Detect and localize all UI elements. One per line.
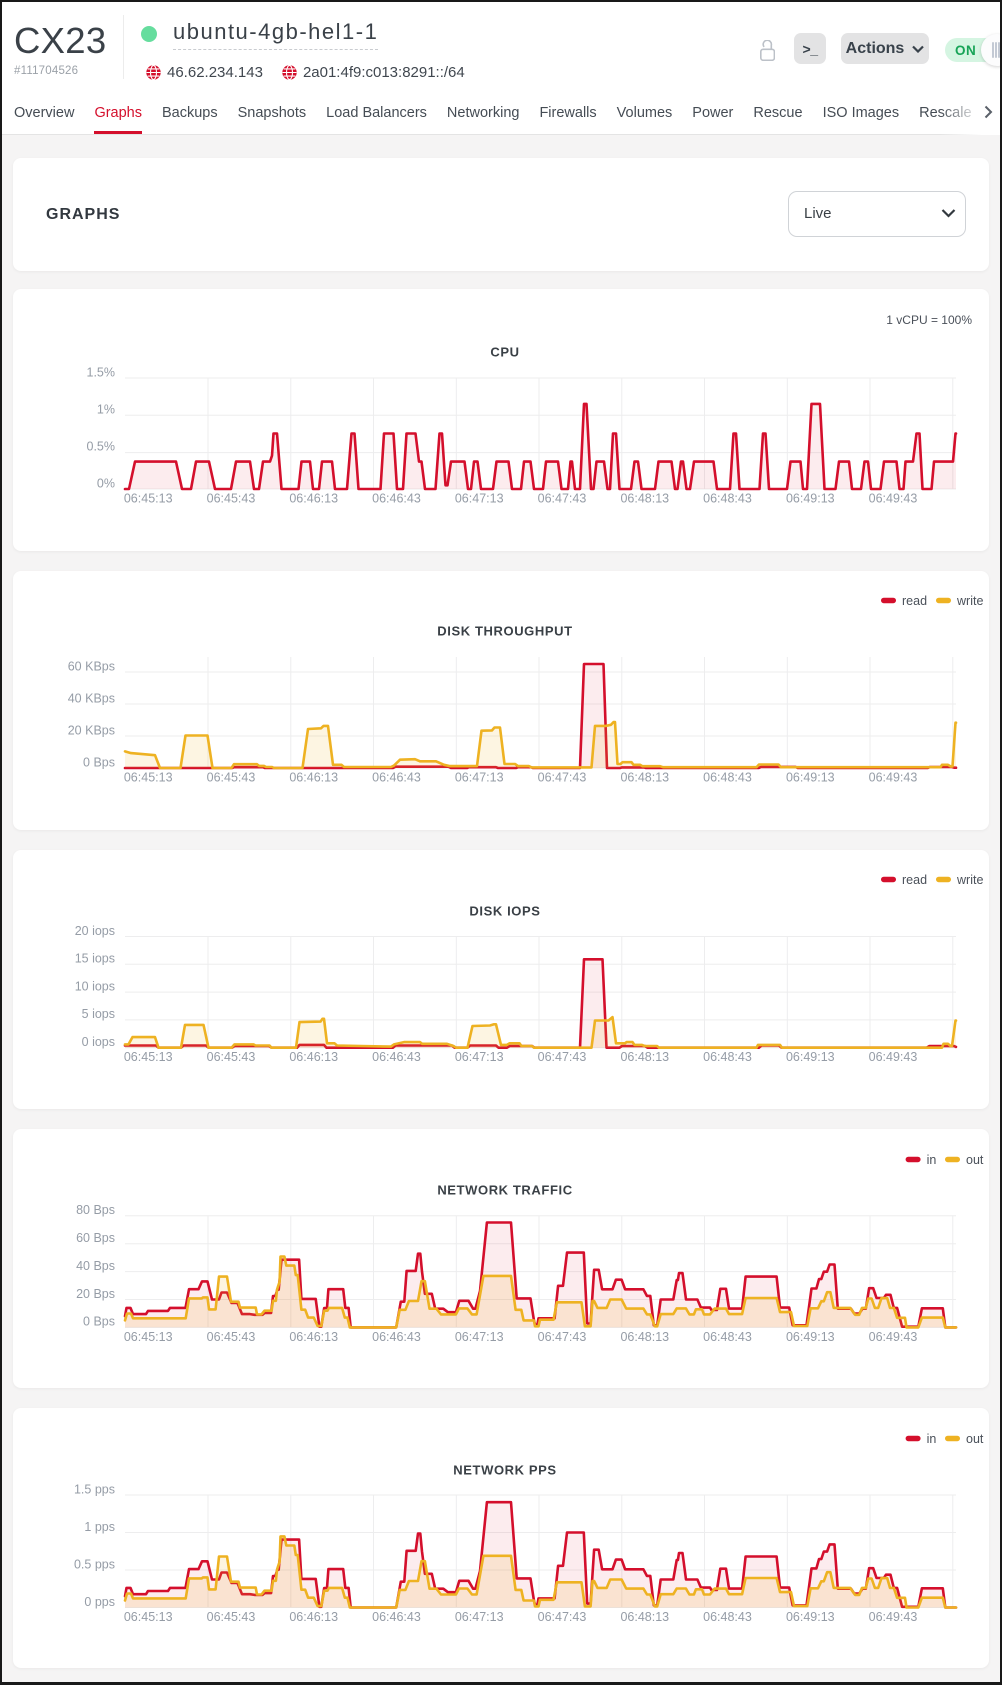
svg-text:06:49:13: 06:49:13 xyxy=(786,492,835,506)
svg-text:in: in xyxy=(927,1432,937,1446)
svg-text:06:48:13: 06:48:13 xyxy=(620,1610,669,1624)
svg-text:1 pps: 1 pps xyxy=(84,1520,115,1534)
svg-text:out: out xyxy=(966,1432,984,1446)
svg-text:1%: 1% xyxy=(97,402,115,416)
svg-text:0.5 pps: 0.5 pps xyxy=(74,1557,115,1571)
svg-text:06:49:13: 06:49:13 xyxy=(786,1610,835,1624)
svg-text:write: write xyxy=(956,594,983,608)
svg-text:06:45:13: 06:45:13 xyxy=(124,771,173,785)
svg-text:06:46:13: 06:46:13 xyxy=(289,1330,338,1344)
svg-text:06:45:43: 06:45:43 xyxy=(207,771,256,785)
svg-text:06:46:13: 06:46:13 xyxy=(289,1050,338,1064)
svg-text:0%: 0% xyxy=(97,477,115,491)
svg-text:06:48:43: 06:48:43 xyxy=(703,1610,752,1624)
svg-text:40 Bps: 40 Bps xyxy=(76,1259,115,1273)
svg-text:06:48:43: 06:48:43 xyxy=(703,492,752,506)
svg-text:20 Bps: 20 Bps xyxy=(76,1287,115,1301)
svg-text:0 iops: 0 iops xyxy=(82,1035,115,1049)
svg-text:06:47:13: 06:47:13 xyxy=(455,492,504,506)
svg-text:1 vCPU = 100%: 1 vCPU = 100% xyxy=(886,313,972,327)
svg-text:06:47:43: 06:47:43 xyxy=(538,1610,587,1624)
svg-text:06:48:43: 06:48:43 xyxy=(703,1050,752,1064)
svg-text:06:45:43: 06:45:43 xyxy=(207,1330,256,1344)
svg-text:0 Bps: 0 Bps xyxy=(83,755,115,769)
svg-text:1.5%: 1.5% xyxy=(87,365,116,379)
svg-text:06:47:43: 06:47:43 xyxy=(538,492,587,506)
svg-text:06:45:13: 06:45:13 xyxy=(124,492,173,506)
svg-text:CPU: CPU xyxy=(490,345,519,360)
svg-text:06:49:43: 06:49:43 xyxy=(869,1330,918,1344)
svg-text:06:47:13: 06:47:13 xyxy=(455,1330,504,1344)
svg-text:06:49:13: 06:49:13 xyxy=(786,1050,835,1064)
svg-text:06:46:43: 06:46:43 xyxy=(372,492,421,506)
svg-text:NETWORK PPS: NETWORK PPS xyxy=(453,1463,556,1478)
svg-text:06:49:43: 06:49:43 xyxy=(869,492,918,506)
svg-text:06:47:13: 06:47:13 xyxy=(455,1610,504,1624)
svg-text:write: write xyxy=(956,873,983,887)
svg-text:60 KBps: 60 KBps xyxy=(68,659,115,673)
svg-text:06:45:43: 06:45:43 xyxy=(207,1050,256,1064)
svg-text:40 KBps: 40 KBps xyxy=(68,691,115,705)
svg-text:20 iops: 20 iops xyxy=(75,924,115,938)
svg-text:06:45:43: 06:45:43 xyxy=(207,492,256,506)
svg-text:in: in xyxy=(927,1153,937,1167)
svg-text:read: read xyxy=(902,594,927,608)
svg-text:DISK THROUGHPUT: DISK THROUGHPUT xyxy=(437,624,572,639)
svg-text:06:45:43: 06:45:43 xyxy=(207,1610,256,1624)
svg-text:0 pps: 0 pps xyxy=(84,1595,115,1609)
svg-text:read: read xyxy=(902,873,927,887)
svg-text:06:47:43: 06:47:43 xyxy=(538,771,587,785)
svg-text:06:46:13: 06:46:13 xyxy=(289,492,338,506)
svg-text:5 iops: 5 iops xyxy=(82,1007,115,1021)
svg-text:06:49:43: 06:49:43 xyxy=(869,771,918,785)
svg-text:06:46:43: 06:46:43 xyxy=(372,1050,421,1064)
svg-text:06:46:13: 06:46:13 xyxy=(289,1610,338,1624)
svg-text:06:46:43: 06:46:43 xyxy=(372,771,421,785)
svg-text:10 iops: 10 iops xyxy=(75,979,115,993)
svg-text:06:47:13: 06:47:13 xyxy=(455,1050,504,1064)
svg-text:06:45:13: 06:45:13 xyxy=(124,1050,173,1064)
svg-text:NETWORK TRAFFIC: NETWORK TRAFFIC xyxy=(437,1183,572,1198)
svg-text:60 Bps: 60 Bps xyxy=(76,1231,115,1245)
svg-text:out: out xyxy=(966,1153,984,1167)
svg-text:06:46:13: 06:46:13 xyxy=(289,771,338,785)
svg-text:06:49:13: 06:49:13 xyxy=(786,771,835,785)
svg-text:06:48:13: 06:48:13 xyxy=(620,771,669,785)
svg-text:06:48:13: 06:48:13 xyxy=(620,492,669,506)
svg-text:06:46:43: 06:46:43 xyxy=(372,1330,421,1344)
svg-text:06:49:13: 06:49:13 xyxy=(786,1330,835,1344)
svg-text:06:46:43: 06:46:43 xyxy=(372,1610,421,1624)
svg-text:06:47:43: 06:47:43 xyxy=(538,1050,587,1064)
svg-text:06:48:43: 06:48:43 xyxy=(703,1330,752,1344)
svg-text:06:47:43: 06:47:43 xyxy=(538,1330,587,1344)
svg-text:06:49:43: 06:49:43 xyxy=(869,1610,918,1624)
svg-text:0 Bps: 0 Bps xyxy=(83,1315,115,1329)
svg-text:06:49:43: 06:49:43 xyxy=(869,1050,918,1064)
svg-text:06:48:13: 06:48:13 xyxy=(620,1330,669,1344)
svg-text:06:48:13: 06:48:13 xyxy=(620,1050,669,1064)
svg-text:1.5 pps: 1.5 pps xyxy=(74,1482,115,1496)
svg-text:06:45:13: 06:45:13 xyxy=(124,1610,173,1624)
svg-text:0.5%: 0.5% xyxy=(87,439,116,453)
svg-text:06:47:13: 06:47:13 xyxy=(455,771,504,785)
svg-text:06:48:43: 06:48:43 xyxy=(703,771,752,785)
svg-text:80 Bps: 80 Bps xyxy=(76,1203,115,1217)
svg-text:15 iops: 15 iops xyxy=(75,952,115,966)
svg-text:DISK IOPS: DISK IOPS xyxy=(469,904,540,919)
svg-text:06:45:13: 06:45:13 xyxy=(124,1330,173,1344)
svg-text:20 KBps: 20 KBps xyxy=(68,723,115,737)
